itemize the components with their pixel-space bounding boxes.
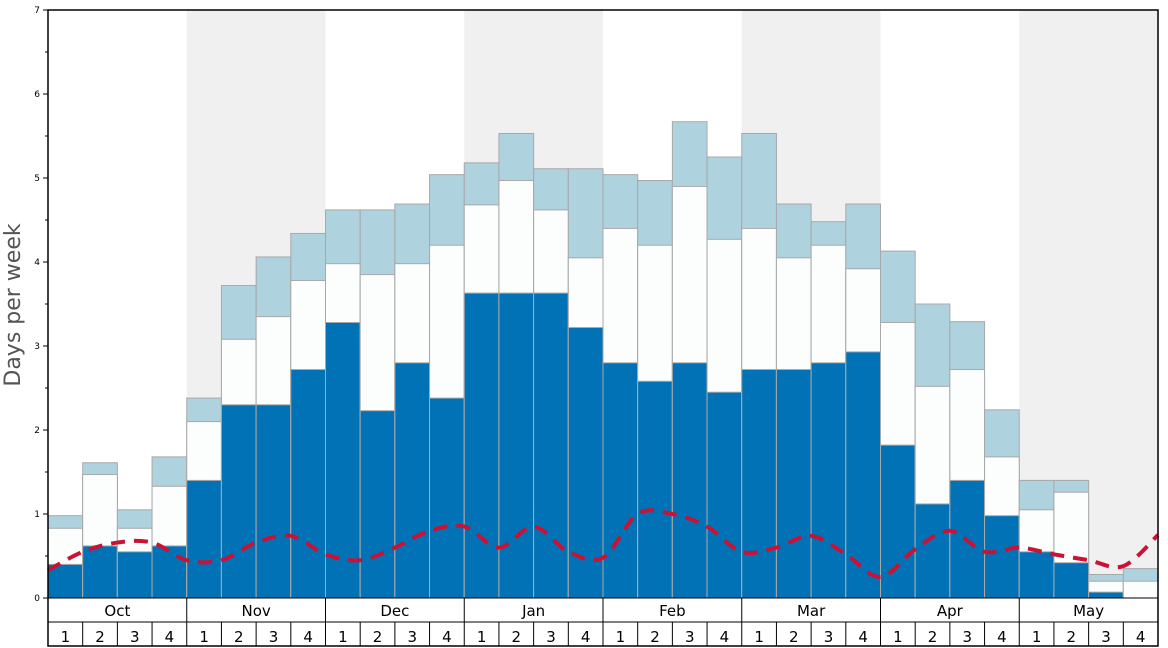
week-label-6: 2 (234, 628, 244, 646)
week-label-20: 4 (720, 628, 730, 646)
y-tick-label-7: 7 (34, 6, 40, 16)
week-label-19: 3 (685, 628, 695, 646)
week-label-11: 3 (407, 628, 417, 646)
week-label-8: 4 (303, 628, 313, 646)
bar-dark-2 (82, 545, 118, 599)
bar-dark-30 (1053, 562, 1090, 599)
week-label-18: 2 (650, 628, 660, 646)
bar-dark-8 (290, 369, 326, 599)
y-tick-label-4: 4 (34, 258, 40, 268)
bar-dark-6 (220, 404, 257, 599)
bar-dark-23 (810, 362, 847, 599)
bar-mid-32 (1122, 580, 1159, 599)
week-label-13: 1 (477, 628, 487, 646)
bar-dark-14 (498, 292, 535, 599)
bar-dark-12 (429, 397, 465, 599)
week-label-2: 2 (95, 628, 105, 646)
bar-dark-11 (394, 362, 431, 599)
week-label-27: 3 (962, 628, 972, 646)
week-label-17: 1 (616, 628, 626, 646)
week-label-29: 1 (1032, 628, 1042, 646)
week-label-9: 1 (338, 628, 348, 646)
bar-dark-5 (186, 479, 222, 599)
y-tick-label-3: 3 (34, 342, 40, 352)
month-label-feb: Feb (659, 602, 686, 620)
week-label-23: 3 (824, 628, 834, 646)
bar-dark-18 (637, 380, 673, 599)
week-label-16: 4 (581, 628, 591, 646)
y-tick-label-1: 1 (34, 510, 40, 520)
bar-dark-15 (533, 292, 569, 599)
axes-group: 0 1 2 3 4 5 6 7 Oct Nov Dec Jan Feb Mar Apr May 1 2 3 4 1 2 3 4… (34, 6, 1159, 647)
month-label-oct: Oct (104, 602, 130, 620)
bar-dark-10 (359, 410, 396, 599)
bar-dark-29 (1018, 551, 1055, 599)
bar-dark-4 (151, 545, 188, 599)
week-label-25: 1 (893, 628, 903, 646)
bar-dark-3 (116, 551, 153, 599)
week-label-1: 1 (61, 628, 71, 646)
week-label-30: 2 (1067, 628, 1077, 646)
y-tick-label-5: 5 (34, 174, 40, 184)
bar-dark-25 (880, 444, 916, 599)
week-label-4: 4 (165, 628, 175, 646)
bar-dark-28 (984, 515, 1020, 599)
bar-dark-20 (706, 391, 743, 599)
week-label-12: 4 (442, 628, 452, 646)
y-axis-label: Days per week (1, 223, 26, 386)
week-label-10: 2 (373, 628, 383, 646)
month-label-jan: Jan (521, 602, 545, 620)
y-tick-label-6: 6 (34, 90, 40, 100)
bar-dark-19 (671, 362, 708, 599)
week-label-31: 3 (1101, 628, 1111, 646)
month-label-may: May (1073, 602, 1104, 620)
bar-dark-24 (845, 351, 881, 599)
week-label-28: 4 (997, 628, 1007, 646)
week-label-7: 3 (269, 628, 279, 646)
bar-dark-31 (1088, 591, 1124, 599)
week-label-5: 1 (199, 628, 209, 646)
week-label-24: 4 (858, 628, 868, 646)
month-label-nov: Nov (241, 602, 270, 620)
week-label-22: 2 (789, 628, 799, 646)
month-label-dec: Dec (380, 602, 409, 620)
week-label-3: 3 (130, 628, 140, 646)
week-label-14: 2 (512, 628, 522, 646)
bar-dark-13 (463, 292, 500, 599)
y-tick-label-0: 0 (34, 594, 40, 604)
bar-dark-26 (914, 503, 951, 599)
y-tick-label-2: 2 (34, 426, 40, 436)
bar-dark-16 (567, 327, 604, 599)
bar-dark-22 (775, 369, 812, 599)
average-line (47, 508, 1160, 579)
bar-dark-9 (325, 321, 361, 599)
month-label-apr: Apr (937, 602, 964, 620)
week-label-32: 4 (1136, 628, 1146, 646)
bar-dark-7 (255, 404, 292, 599)
week-label-15: 3 (546, 628, 556, 646)
week-label-21: 1 (754, 628, 764, 646)
bar-dark-17 (602, 362, 639, 599)
month-label-mar: Mar (797, 602, 826, 620)
bar-dark-21 (741, 369, 777, 599)
week-label-26: 2 (928, 628, 938, 646)
bar-dark-27 (949, 479, 986, 599)
line-layer (47, 508, 1160, 579)
